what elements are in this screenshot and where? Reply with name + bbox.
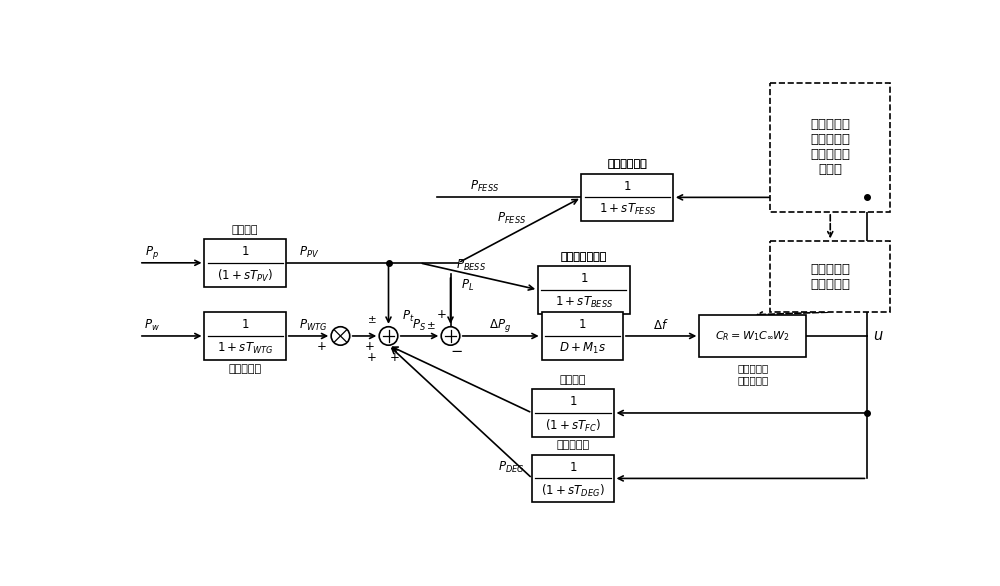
Text: 蓄电池储能系统: 蓄电池储能系统 <box>561 251 607 262</box>
Text: $1+sT_{WTG}$: $1+sT_{WTG}$ <box>217 340 273 356</box>
Text: $\pm$: $\pm$ <box>367 314 376 325</box>
Bar <box>532 389 614 437</box>
Text: $P_L$: $P_L$ <box>461 278 475 292</box>
Text: $P_{BESS}$: $P_{BESS}$ <box>456 258 486 272</box>
Text: $1+sT_{FESS}$: $1+sT_{FESS}$ <box>599 202 656 217</box>
Text: 燃料电池: 燃料电池 <box>560 375 586 385</box>
Text: +: + <box>436 308 446 321</box>
Text: $1+sT_{BESS}$: $1+sT_{BESS}$ <box>555 295 613 309</box>
Text: 飞轮储能系统: 飞轮储能系统 <box>607 159 647 169</box>
Text: $1$: $1$ <box>580 272 588 285</box>
Text: $P_t$: $P_t$ <box>402 308 415 323</box>
Text: $\Delta P_g$: $\Delta P_g$ <box>489 316 511 333</box>
Bar <box>770 241 890 312</box>
Text: 光伏阵列: 光伏阵列 <box>232 224 258 235</box>
Text: $u$: $u$ <box>873 329 884 343</box>
Text: $P_{PV}$: $P_{PV}$ <box>299 244 319 260</box>
Text: 鲁棒分数阶
频率控制器: 鲁棒分数阶 频率控制器 <box>737 363 768 385</box>
Circle shape <box>379 327 398 345</box>
Text: $C_R=W_1C_{\infty}W_2$: $C_R=W_1C_{\infty}W_2$ <box>715 329 790 343</box>
Text: $P_{FC}$: $P_{FC}$ <box>546 394 565 410</box>
Text: +: + <box>317 340 327 353</box>
Text: 风力发电机: 风力发电机 <box>229 364 262 374</box>
Text: $P_{DEG}$: $P_{DEG}$ <box>498 460 525 475</box>
Text: $1$: $1$ <box>569 461 577 473</box>
Circle shape <box>331 327 350 345</box>
Text: $1$: $1$ <box>241 245 249 258</box>
Circle shape <box>441 327 460 345</box>
Text: $P_{WTG}$: $P_{WTG}$ <box>299 318 327 333</box>
Bar <box>532 455 614 502</box>
Text: $1$: $1$ <box>623 179 631 193</box>
Text: $P_w$: $P_w$ <box>144 318 160 333</box>
Text: 多目标鲁棒
分数阶频率
控制约束优
化模型: 多目标鲁棒 分数阶频率 控制约束优 化模型 <box>810 118 850 176</box>
Bar <box>699 315 806 357</box>
Text: 多目标约束
优化求解器: 多目标约束 优化求解器 <box>810 263 850 291</box>
Text: $D+M_{1}s$: $D+M_{1}s$ <box>559 340 606 356</box>
Text: 柴油发电机: 柴油发电机 <box>556 440 590 450</box>
Text: $P_{FESS}$: $P_{FESS}$ <box>470 179 499 194</box>
Text: $(1+sT_{DEG})$: $(1+sT_{DEG})$ <box>541 483 605 499</box>
Text: $\pm$: $\pm$ <box>426 320 435 331</box>
Bar <box>581 173 673 222</box>
Bar <box>538 266 630 314</box>
Text: 蓄电池储能系统: 蓄电池储能系统 <box>561 251 607 262</box>
Bar <box>770 83 890 212</box>
Text: $P_p$: $P_p$ <box>145 244 159 261</box>
Bar <box>204 239 286 287</box>
Text: $1$: $1$ <box>569 395 577 408</box>
Text: $-$: $-$ <box>450 342 463 357</box>
Text: +: + <box>367 351 376 364</box>
Text: $P_S$: $P_S$ <box>412 318 427 333</box>
Text: 飞轮储能系统: 飞轮储能系统 <box>607 159 647 169</box>
Text: $1$: $1$ <box>241 318 249 331</box>
Text: +: + <box>390 351 400 364</box>
Text: $P_{FESS}$: $P_{FESS}$ <box>497 212 526 226</box>
Bar <box>204 312 286 360</box>
Text: $1$: $1$ <box>578 318 586 331</box>
Bar <box>542 312 623 360</box>
Text: +: + <box>365 340 375 353</box>
Text: $(1+sT_{PV})$: $(1+sT_{PV})$ <box>217 268 273 284</box>
Text: $(1+sT_{FC})$: $(1+sT_{FC})$ <box>545 418 601 434</box>
Text: $\Delta f$: $\Delta f$ <box>653 318 668 332</box>
